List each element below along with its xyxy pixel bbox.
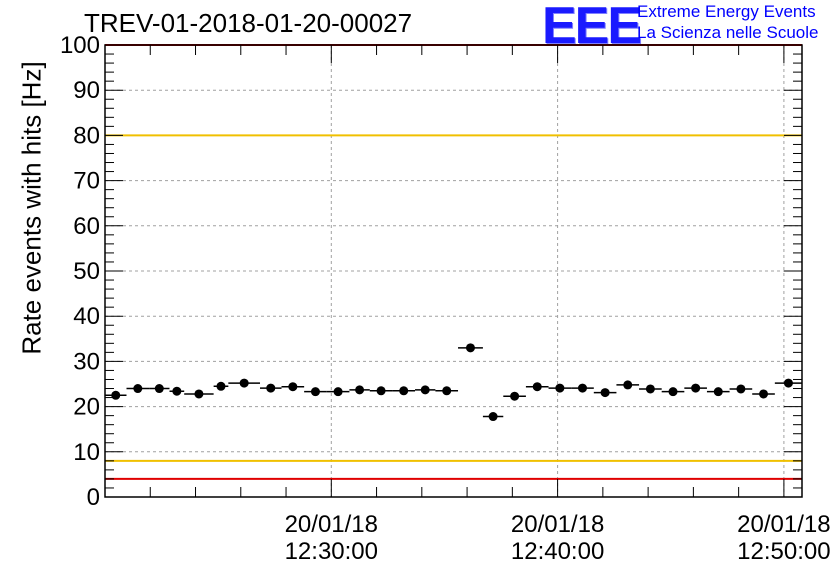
data-point-marker xyxy=(172,386,182,396)
data-point-marker xyxy=(691,383,701,393)
data-point-marker xyxy=(668,387,678,397)
data-point-marker xyxy=(154,384,164,394)
data-point-marker xyxy=(266,383,276,393)
y-tick-label: 70 xyxy=(73,168,100,195)
y-tick-label: 100 xyxy=(60,32,100,59)
data-point-marker xyxy=(488,412,498,422)
x-tick-labels: 20/01/1812:30:0020/01/1812:40:0020/01/18… xyxy=(285,511,831,565)
data-point-marker xyxy=(310,387,320,397)
data-point-marker xyxy=(645,384,655,394)
data-point-marker xyxy=(111,390,121,400)
y-tick-label: 90 xyxy=(73,77,100,104)
y-tick-label: 80 xyxy=(73,122,100,149)
data-point-marker xyxy=(376,386,386,396)
data-point-marker xyxy=(577,383,587,393)
y-tick-labels: 0 10 20 30 40 50 60 70 80 90 100 xyxy=(60,32,100,511)
grid-lines xyxy=(105,45,802,497)
x-tick-label-date: 20/01/18 xyxy=(285,511,378,538)
data-point-marker xyxy=(216,381,226,391)
data-point-marker xyxy=(783,378,793,388)
chart-title: TREV-01-2018-01-20-00027 xyxy=(84,8,413,38)
y-axis-label: Rate events with hits [Hz] xyxy=(16,61,47,355)
data-point-marker xyxy=(239,378,249,388)
data-point-marker xyxy=(465,343,475,353)
y-tick-label: 30 xyxy=(73,348,100,375)
data-point-marker xyxy=(736,384,746,394)
logo-text-line1: Extreme Energy Events xyxy=(637,2,816,21)
data-point-marker xyxy=(133,384,143,394)
eee-logo-mark: EEE xyxy=(542,0,642,55)
data-point-marker xyxy=(288,382,298,392)
data-point-marker xyxy=(532,382,542,392)
x-tick-label-time: 12:30:00 xyxy=(285,538,378,565)
logo-text-line2: La Scienza nelle Scuole xyxy=(637,23,819,42)
data-point-marker xyxy=(194,389,204,399)
data-points xyxy=(105,343,802,422)
y-tick-label: 20 xyxy=(73,394,100,421)
data-point-marker xyxy=(510,391,520,401)
data-point-marker xyxy=(713,387,723,397)
data-point-marker xyxy=(759,389,769,399)
data-point-marker xyxy=(355,385,365,395)
data-point-marker xyxy=(600,388,610,398)
data-point-marker xyxy=(333,387,343,397)
x-tick-label-time: 12:40:00 xyxy=(511,538,604,565)
y-tick-label: 50 xyxy=(73,258,100,285)
y-tick-label: 60 xyxy=(73,213,100,240)
data-point-marker xyxy=(399,386,409,396)
y-tick-label: 40 xyxy=(73,303,100,330)
x-tick-label-date: 20/01/18 xyxy=(737,511,830,538)
data-point-marker xyxy=(623,380,633,390)
data-point-marker xyxy=(420,385,430,395)
data-point-marker xyxy=(442,386,452,396)
data-point-marker xyxy=(555,383,565,393)
x-tick-label-date: 20/01/18 xyxy=(511,511,604,538)
reference-lines xyxy=(105,44,802,480)
x-tick-label-time: 12:50:00 xyxy=(737,538,830,565)
axis-ticks xyxy=(105,44,802,498)
y-tick-label: 10 xyxy=(73,439,100,466)
y-tick-label: 0 xyxy=(87,484,100,511)
